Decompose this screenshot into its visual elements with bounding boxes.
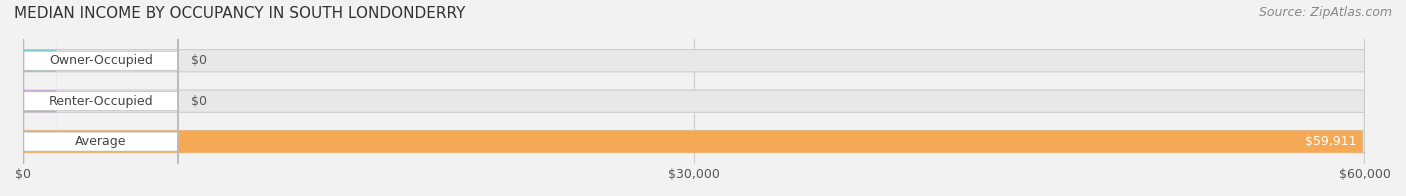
FancyBboxPatch shape [24, 0, 179, 196]
FancyBboxPatch shape [22, 0, 56, 196]
FancyBboxPatch shape [22, 0, 1365, 196]
Text: Average: Average [75, 135, 127, 148]
FancyBboxPatch shape [22, 0, 1365, 196]
Text: $0: $0 [191, 54, 207, 67]
Text: $59,911: $59,911 [1305, 135, 1357, 148]
FancyBboxPatch shape [22, 0, 1362, 196]
FancyBboxPatch shape [24, 0, 179, 196]
FancyBboxPatch shape [22, 0, 56, 196]
Text: $0: $0 [191, 95, 207, 108]
FancyBboxPatch shape [22, 0, 1365, 196]
Text: MEDIAN INCOME BY OCCUPANCY IN SOUTH LONDONDERRY: MEDIAN INCOME BY OCCUPANCY IN SOUTH LOND… [14, 6, 465, 21]
Text: Owner-Occupied: Owner-Occupied [49, 54, 153, 67]
Text: Source: ZipAtlas.com: Source: ZipAtlas.com [1258, 6, 1392, 19]
FancyBboxPatch shape [24, 0, 179, 196]
Text: Renter-Occupied: Renter-Occupied [49, 95, 153, 108]
